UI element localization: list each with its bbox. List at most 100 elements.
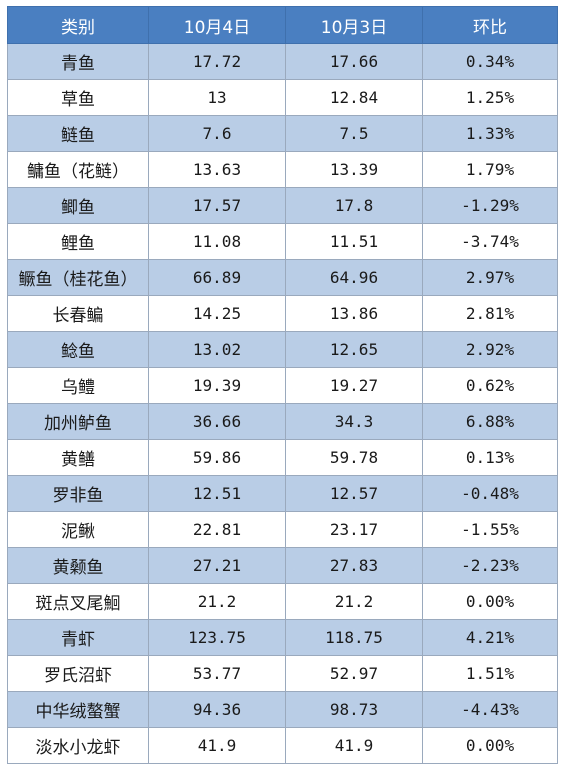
cell-oct4-price: 14.25 [148,295,286,332]
cell-category: 草鱼 [7,79,149,116]
cell-category: 淡水小龙虾 [7,727,149,764]
cell-oct4-price: 11.08 [148,223,286,260]
cell-category: 鲫鱼 [7,187,149,224]
table-row: 罗氏沼虾 53.77 52.97 1.51% [7,655,558,692]
table-row: 鲢鱼 7.6 7.5 1.33% [7,115,558,152]
cell-oct3-price: 59.78 [285,439,423,476]
table-row: 斑点叉尾鮰 21.2 21.2 0.00% [7,583,558,620]
header-oct3: 10月3日 [285,6,423,44]
header-category: 类别 [7,6,149,44]
price-table-container: 类别 10月4日 10月3日 环比 青鱼 17.72 17.66 0.34% 草鱼 13 1… [7,6,558,764]
table-row: 鲶鱼 13.02 12.65 2.92% [7,331,558,368]
cell-category: 长春鳊 [7,295,149,332]
cell-change: 1.51% [422,655,558,692]
cell-oct3-price: 17.66 [285,43,423,80]
cell-category: 黄颡鱼 [7,547,149,584]
cell-oct3-price: 12.57 [285,475,423,512]
cell-change: 1.25% [422,79,558,116]
cell-change: -1.29% [422,187,558,224]
table-body: 青鱼 17.72 17.66 0.34% 草鱼 13 12.84 1.25% 鲢鱼 7.6 7.5 1… [7,43,558,764]
cell-category: 乌鳢 [7,367,149,404]
table-row: 青鱼 17.72 17.66 0.34% [7,43,558,80]
cell-oct4-price: 17.72 [148,43,286,80]
header-change: 环比 [422,6,558,44]
cell-oct3-price: 34.3 [285,403,423,440]
cell-change: 0.62% [422,367,558,404]
cell-oct4-price: 123.75 [148,619,286,656]
cell-oct3-price: 13.86 [285,295,423,332]
cell-change: 1.79% [422,151,558,188]
cell-change: 2.81% [422,295,558,332]
cell-oct3-price: 21.2 [285,583,423,620]
cell-oct4-price: 66.89 [148,259,286,296]
cell-oct3-price: 7.5 [285,115,423,152]
table-row: 长春鳊 14.25 13.86 2.81% [7,295,558,332]
cell-change: -2.23% [422,547,558,584]
cell-oct3-price: 27.83 [285,547,423,584]
cell-oct4-price: 36.66 [148,403,286,440]
header-row: 类别 10月4日 10月3日 环比 [7,6,558,44]
cell-oct4-price: 13.63 [148,151,286,188]
table-row: 淡水小龙虾 41.9 41.9 0.00% [7,727,558,764]
cell-change: 0.00% [422,727,558,764]
cell-oct4-price: 53.77 [148,655,286,692]
cell-oct4-price: 27.21 [148,547,286,584]
table-row: 鳙鱼（花鲢） 13.63 13.39 1.79% [7,151,558,188]
table-row: 青虾 123.75 118.75 4.21% [7,619,558,656]
table-row: 罗非鱼 12.51 12.57 -0.48% [7,475,558,512]
table-row: 加州鲈鱼 36.66 34.3 6.88% [7,403,558,440]
table-row: 草鱼 13 12.84 1.25% [7,79,558,116]
table-row: 乌鳢 19.39 19.27 0.62% [7,367,558,404]
cell-change: 0.34% [422,43,558,80]
cell-change: 2.97% [422,259,558,296]
cell-category: 泥鳅 [7,511,149,548]
cell-oct4-price: 13 [148,79,286,116]
table-header: 类别 10月4日 10月3日 环比 [7,6,558,44]
table-row: 黄鳝 59.86 59.78 0.13% [7,439,558,476]
cell-change: -0.48% [422,475,558,512]
cell-oct4-price: 22.81 [148,511,286,548]
cell-oct3-price: 17.8 [285,187,423,224]
cell-category: 罗氏沼虾 [7,655,149,692]
cell-oct4-price: 17.57 [148,187,286,224]
cell-change: 0.00% [422,583,558,620]
cell-oct4-price: 41.9 [148,727,286,764]
cell-change: -1.55% [422,511,558,548]
cell-category: 加州鲈鱼 [7,403,149,440]
cell-change: -4.43% [422,691,558,728]
cell-change: 1.33% [422,115,558,152]
cell-oct3-price: 12.84 [285,79,423,116]
cell-oct4-price: 59.86 [148,439,286,476]
cell-oct3-price: 98.73 [285,691,423,728]
cell-oct3-price: 11.51 [285,223,423,260]
cell-category: 青鱼 [7,43,149,80]
cell-category: 罗非鱼 [7,475,149,512]
table-row: 鳜鱼（桂花鱼） 66.89 64.96 2.97% [7,259,558,296]
table-row: 黄颡鱼 27.21 27.83 -2.23% [7,547,558,584]
cell-category: 青虾 [7,619,149,656]
cell-category: 中华绒螯蟹 [7,691,149,728]
table-row: 泥鳅 22.81 23.17 -1.55% [7,511,558,548]
cell-oct3-price: 52.97 [285,655,423,692]
cell-change: 4.21% [422,619,558,656]
cell-oct4-price: 12.51 [148,475,286,512]
cell-category: 鳙鱼（花鲢） [7,151,149,188]
cell-oct4-price: 13.02 [148,331,286,368]
cell-change: 0.13% [422,439,558,476]
cell-change: 2.92% [422,331,558,368]
cell-oct4-price: 7.6 [148,115,286,152]
cell-oct3-price: 19.27 [285,367,423,404]
cell-oct4-price: 21.2 [148,583,286,620]
table-row: 鲤鱼 11.08 11.51 -3.74% [7,223,558,260]
cell-category: 鲢鱼 [7,115,149,152]
cell-category: 鲶鱼 [7,331,149,368]
cell-oct3-price: 12.65 [285,331,423,368]
cell-oct3-price: 118.75 [285,619,423,656]
cell-oct3-price: 64.96 [285,259,423,296]
cell-oct4-price: 19.39 [148,367,286,404]
cell-category: 黄鳝 [7,439,149,476]
table-row: 鲫鱼 17.57 17.8 -1.29% [7,187,558,224]
cell-change: 6.88% [422,403,558,440]
cell-oct3-price: 13.39 [285,151,423,188]
cell-oct4-price: 94.36 [148,691,286,728]
